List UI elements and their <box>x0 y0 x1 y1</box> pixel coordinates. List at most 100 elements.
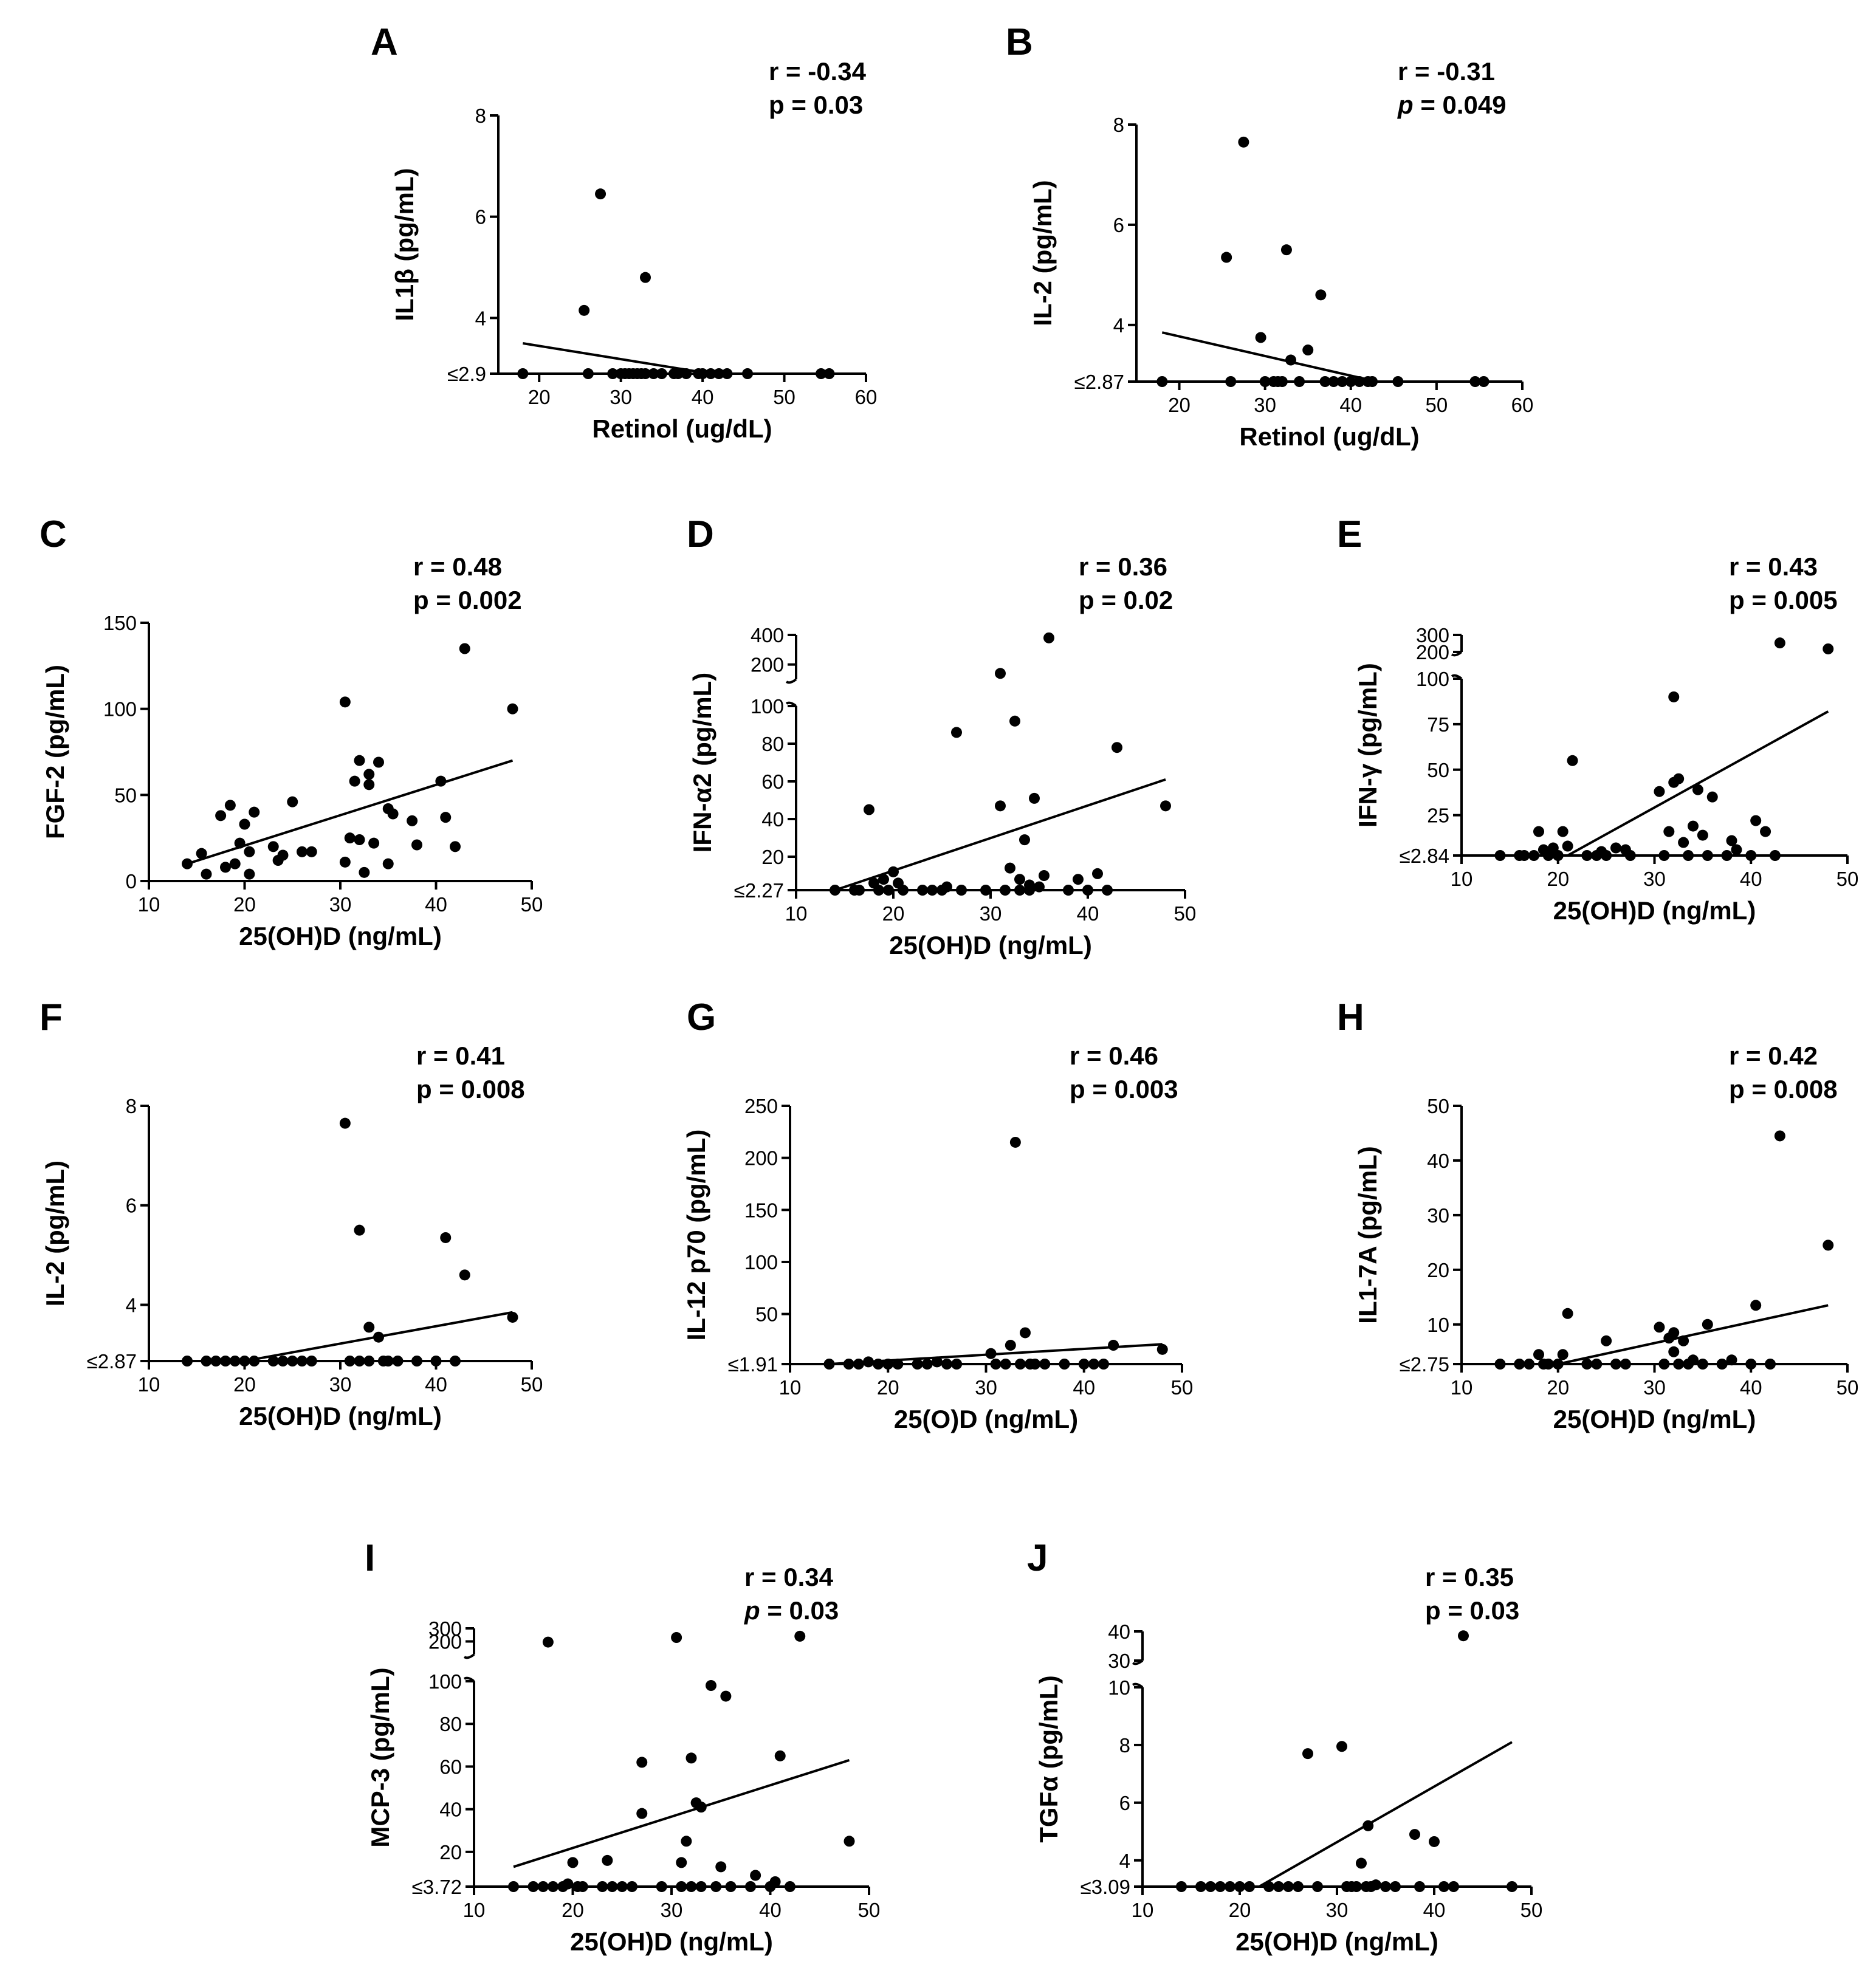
panel-g-data-point <box>990 1359 1002 1370</box>
panel-e-data-point <box>1494 850 1506 861</box>
panel-j-data-point <box>1458 1630 1469 1642</box>
panel-f-data-point <box>430 1356 442 1366</box>
panel-a-data-point <box>656 368 667 379</box>
panel-e-p-value: = 0.005 <box>1745 586 1838 614</box>
panel-e-p-stat: p = 0.005 <box>1729 586 1838 614</box>
panel-e-data-point <box>1769 850 1781 861</box>
panel-h-x-tick-label: 30 <box>1643 1376 1666 1399</box>
panel-j-p-stat: p = 0.03 <box>1425 1596 1519 1625</box>
panel-e-data-point <box>1721 850 1733 861</box>
panel-j-r-stat: r = 0.35 <box>1425 1563 1514 1591</box>
panel-c-data-point <box>407 815 418 826</box>
panel-j-data-point <box>1390 1881 1401 1892</box>
panel-d-x-tick-label: 20 <box>882 902 905 925</box>
panel-f-x-tick-label: 40 <box>425 1373 447 1396</box>
panel-g-x-tick-label: 50 <box>1171 1376 1194 1399</box>
panel-a-data-point <box>697 368 709 379</box>
panel-g-y-axis-label: IL-12 p70 (pg/mL) <box>682 1130 710 1341</box>
panel-h-data-point <box>1552 1359 1564 1370</box>
panel-g-y-tick-label: 100 <box>744 1251 778 1274</box>
panel-g-y-tick-label: ≤1.91 <box>728 1353 778 1376</box>
panel-h-y-tick-label: 10 <box>1427 1314 1449 1336</box>
panel-g-data-point <box>912 1359 923 1370</box>
panel-d-data-point <box>1092 868 1103 879</box>
panel-c-data-point <box>363 779 375 790</box>
panel-i-data-point <box>745 1881 756 1892</box>
panel-i-p-symbol: p <box>744 1596 760 1625</box>
panel-e-data-point <box>1706 791 1718 803</box>
panel-h-data-point <box>1726 1354 1737 1366</box>
panel-h-data-point <box>1581 1359 1593 1370</box>
panel-c-data-point <box>244 846 255 857</box>
panel-a-x-tick-label: 50 <box>773 386 795 408</box>
panel-i-data-point <box>537 1881 549 1892</box>
panel-h-data-point <box>1542 1359 1554 1370</box>
panel-g: Gr = 0.46 p = 0.003 10 20 30 40 50 ≤1.91 50 100 15… <box>682 996 1193 1433</box>
panel-d-data-point <box>1073 874 1084 885</box>
panel-d-x-tick-label: 10 <box>785 902 808 925</box>
panel-i-y-tick-label: 20 <box>439 1841 462 1864</box>
panel-j-data-point <box>1370 1879 1381 1891</box>
panel-c-data-point <box>244 868 255 880</box>
panel-g-x-tick-label: 10 <box>779 1376 802 1399</box>
panel-c-data-point <box>339 856 351 868</box>
panel-f-y-tick-label: ≤2.87 <box>87 1350 137 1373</box>
panel-j-data-point <box>1283 1881 1294 1892</box>
panel-b-fit-line <box>1161 331 1377 383</box>
panel-d-x-tick-label: 30 <box>980 902 1002 925</box>
panel-c-data-point <box>354 834 365 845</box>
panel-e-data-point <box>1533 826 1544 837</box>
panel-b-data-point <box>1221 252 1232 263</box>
panel-c-data-point <box>459 643 470 654</box>
panel-f-p-symbol: p <box>416 1075 432 1103</box>
panel-a-data-point <box>742 368 754 379</box>
panel-f-x-tick-label: 10 <box>138 1373 160 1396</box>
panel-j-data-point <box>1380 1881 1391 1892</box>
panel-h-data-point <box>1658 1359 1670 1370</box>
panel-j-data-point <box>1438 1881 1449 1892</box>
panel-c-data-point <box>249 806 260 818</box>
panel-i-data-point <box>671 1632 682 1644</box>
panel-d-y-tick-label: 60 <box>761 770 784 793</box>
panel-e-p-symbol: p <box>1729 586 1745 614</box>
panel-b-x-tick-label: 60 <box>1511 394 1534 416</box>
panel-i-axis-break-upper <box>463 1653 475 1659</box>
panel-e-r-stat: r = 0.43 <box>1729 552 1818 581</box>
panel-c-data-point <box>339 696 351 708</box>
panel-e-data-point <box>1567 755 1578 766</box>
panel-c-data-point <box>354 755 365 766</box>
panel-h-data-point <box>1533 1349 1544 1360</box>
panel-g-x-axis-label: 25(O)D (ng/mL) <box>894 1405 1078 1433</box>
panel-b-data-point <box>1345 376 1356 387</box>
panel-h-data-point <box>1823 1240 1834 1251</box>
panel-h-data-point <box>1654 1322 1665 1333</box>
panel-e-x-tick-label: 30 <box>1643 868 1666 890</box>
panel-a-x-tick-label: 40 <box>692 386 714 408</box>
panel-c-data-point <box>196 848 207 859</box>
panel-g-data-point <box>951 1359 963 1370</box>
panel-b-y-tick-label: 6 <box>1113 214 1124 236</box>
panel-d-fit-line <box>834 778 1166 891</box>
panel-d-y-tick-label: 20 <box>761 846 784 868</box>
panel-a-data-point <box>823 368 835 379</box>
panel-e-data-point <box>1601 850 1612 861</box>
panel-b-data-point <box>1280 244 1292 256</box>
panel-a-letter: A <box>371 21 398 63</box>
panel-d-y-tick-label: 400 <box>751 624 784 646</box>
panel-d-y-tick-label: 200 <box>751 654 784 676</box>
panel-i-y-tick-label: 300 <box>428 1617 462 1640</box>
panel-f-x-axis-label: 25(OH)D (ng/mL) <box>239 1402 442 1430</box>
panel-d: Dr = 0.36 p = 0.02 10 20 30 40 50 ≤2.27 20 40 60 80… <box>687 513 1196 959</box>
panel-i-data-point <box>725 1881 737 1892</box>
panel-j-fit-line <box>1259 1741 1513 1888</box>
panel-j-data-point <box>1234 1881 1245 1892</box>
panel-e: Er = 0.43 p = 0.005 10 20 30 40 50 ≤2.84 25 50 75 1… <box>1337 513 1858 925</box>
panel-g-x-tick-label: 40 <box>1073 1376 1095 1399</box>
panel-d-y-tick-label: 40 <box>761 808 784 831</box>
panel-b-data-point <box>1367 376 1378 387</box>
panel-c-data-point <box>382 858 394 869</box>
panel-d-data-point <box>864 804 874 815</box>
panel-d-p-symbol: p <box>1079 586 1094 614</box>
panel-c-data-point <box>224 800 236 811</box>
panel-f-data-point <box>459 1269 470 1281</box>
